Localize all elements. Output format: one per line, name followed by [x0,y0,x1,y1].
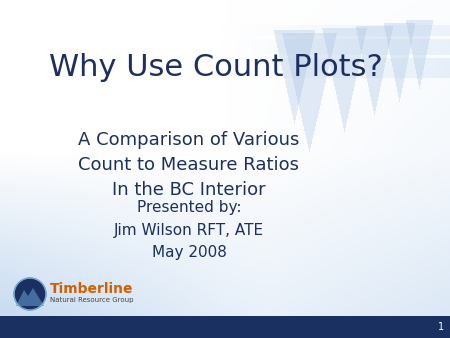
Text: Natural Resource Group: Natural Resource Group [50,297,134,303]
Bar [0,316,450,338]
Text: A Comparison of Various
Count to Measure Ratios
In the BC Interior: A Comparison of Various Count to Measure… [78,131,300,199]
Polygon shape [16,288,44,306]
Circle shape [14,278,46,310]
Text: Timberline: Timberline [50,282,134,296]
Text: Presented by:
Jim Wilson RFT, ATE
May 2008: Presented by: Jim Wilson RFT, ATE May 20… [114,200,264,260]
Text: 1: 1 [438,322,444,332]
Text: Why Use Count Plots?: Why Use Count Plots? [49,53,383,82]
